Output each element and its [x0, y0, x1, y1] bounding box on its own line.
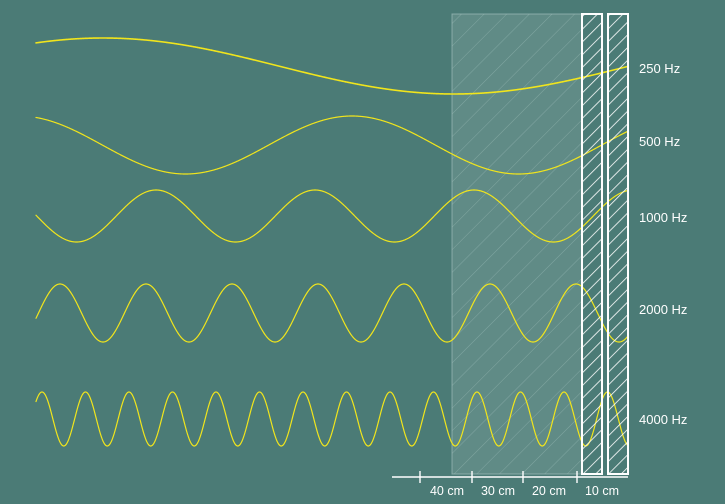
- scale-label-20: 20 cm: [532, 484, 566, 498]
- label-250hz: 250 Hz: [639, 61, 680, 76]
- label-500hz: 500 Hz: [639, 134, 680, 149]
- label-2000hz: 2000 Hz: [639, 302, 687, 317]
- wave-4000hz: [35, 391, 629, 447]
- wave-500hz: [35, 115, 629, 175]
- scale-label-30: 30 cm: [481, 484, 515, 498]
- absorber-panel-thin-1: [581, 13, 603, 475]
- wave-1000hz: [35, 189, 629, 243]
- wave-2000hz: [35, 283, 629, 343]
- absorber-panel-thin-2: [607, 13, 629, 475]
- distance-scale: [392, 471, 628, 483]
- frequency-labels: 250 Hz 500 Hz 1000 Hz 2000 Hz 4000 Hz: [639, 61, 687, 427]
- label-1000hz: 1000 Hz: [639, 210, 687, 225]
- waves-layer: [35, 37, 629, 447]
- scale-label-40: 40 cm: [430, 484, 464, 498]
- wave-250hz: [35, 37, 629, 95]
- label-4000hz: 4000 Hz: [639, 412, 687, 427]
- absorber-panel-thick: [451, 13, 583, 475]
- scale-labels: 40 cm 30 cm 20 cm 10 cm: [430, 484, 619, 498]
- scale-label-10: 10 cm: [585, 484, 619, 498]
